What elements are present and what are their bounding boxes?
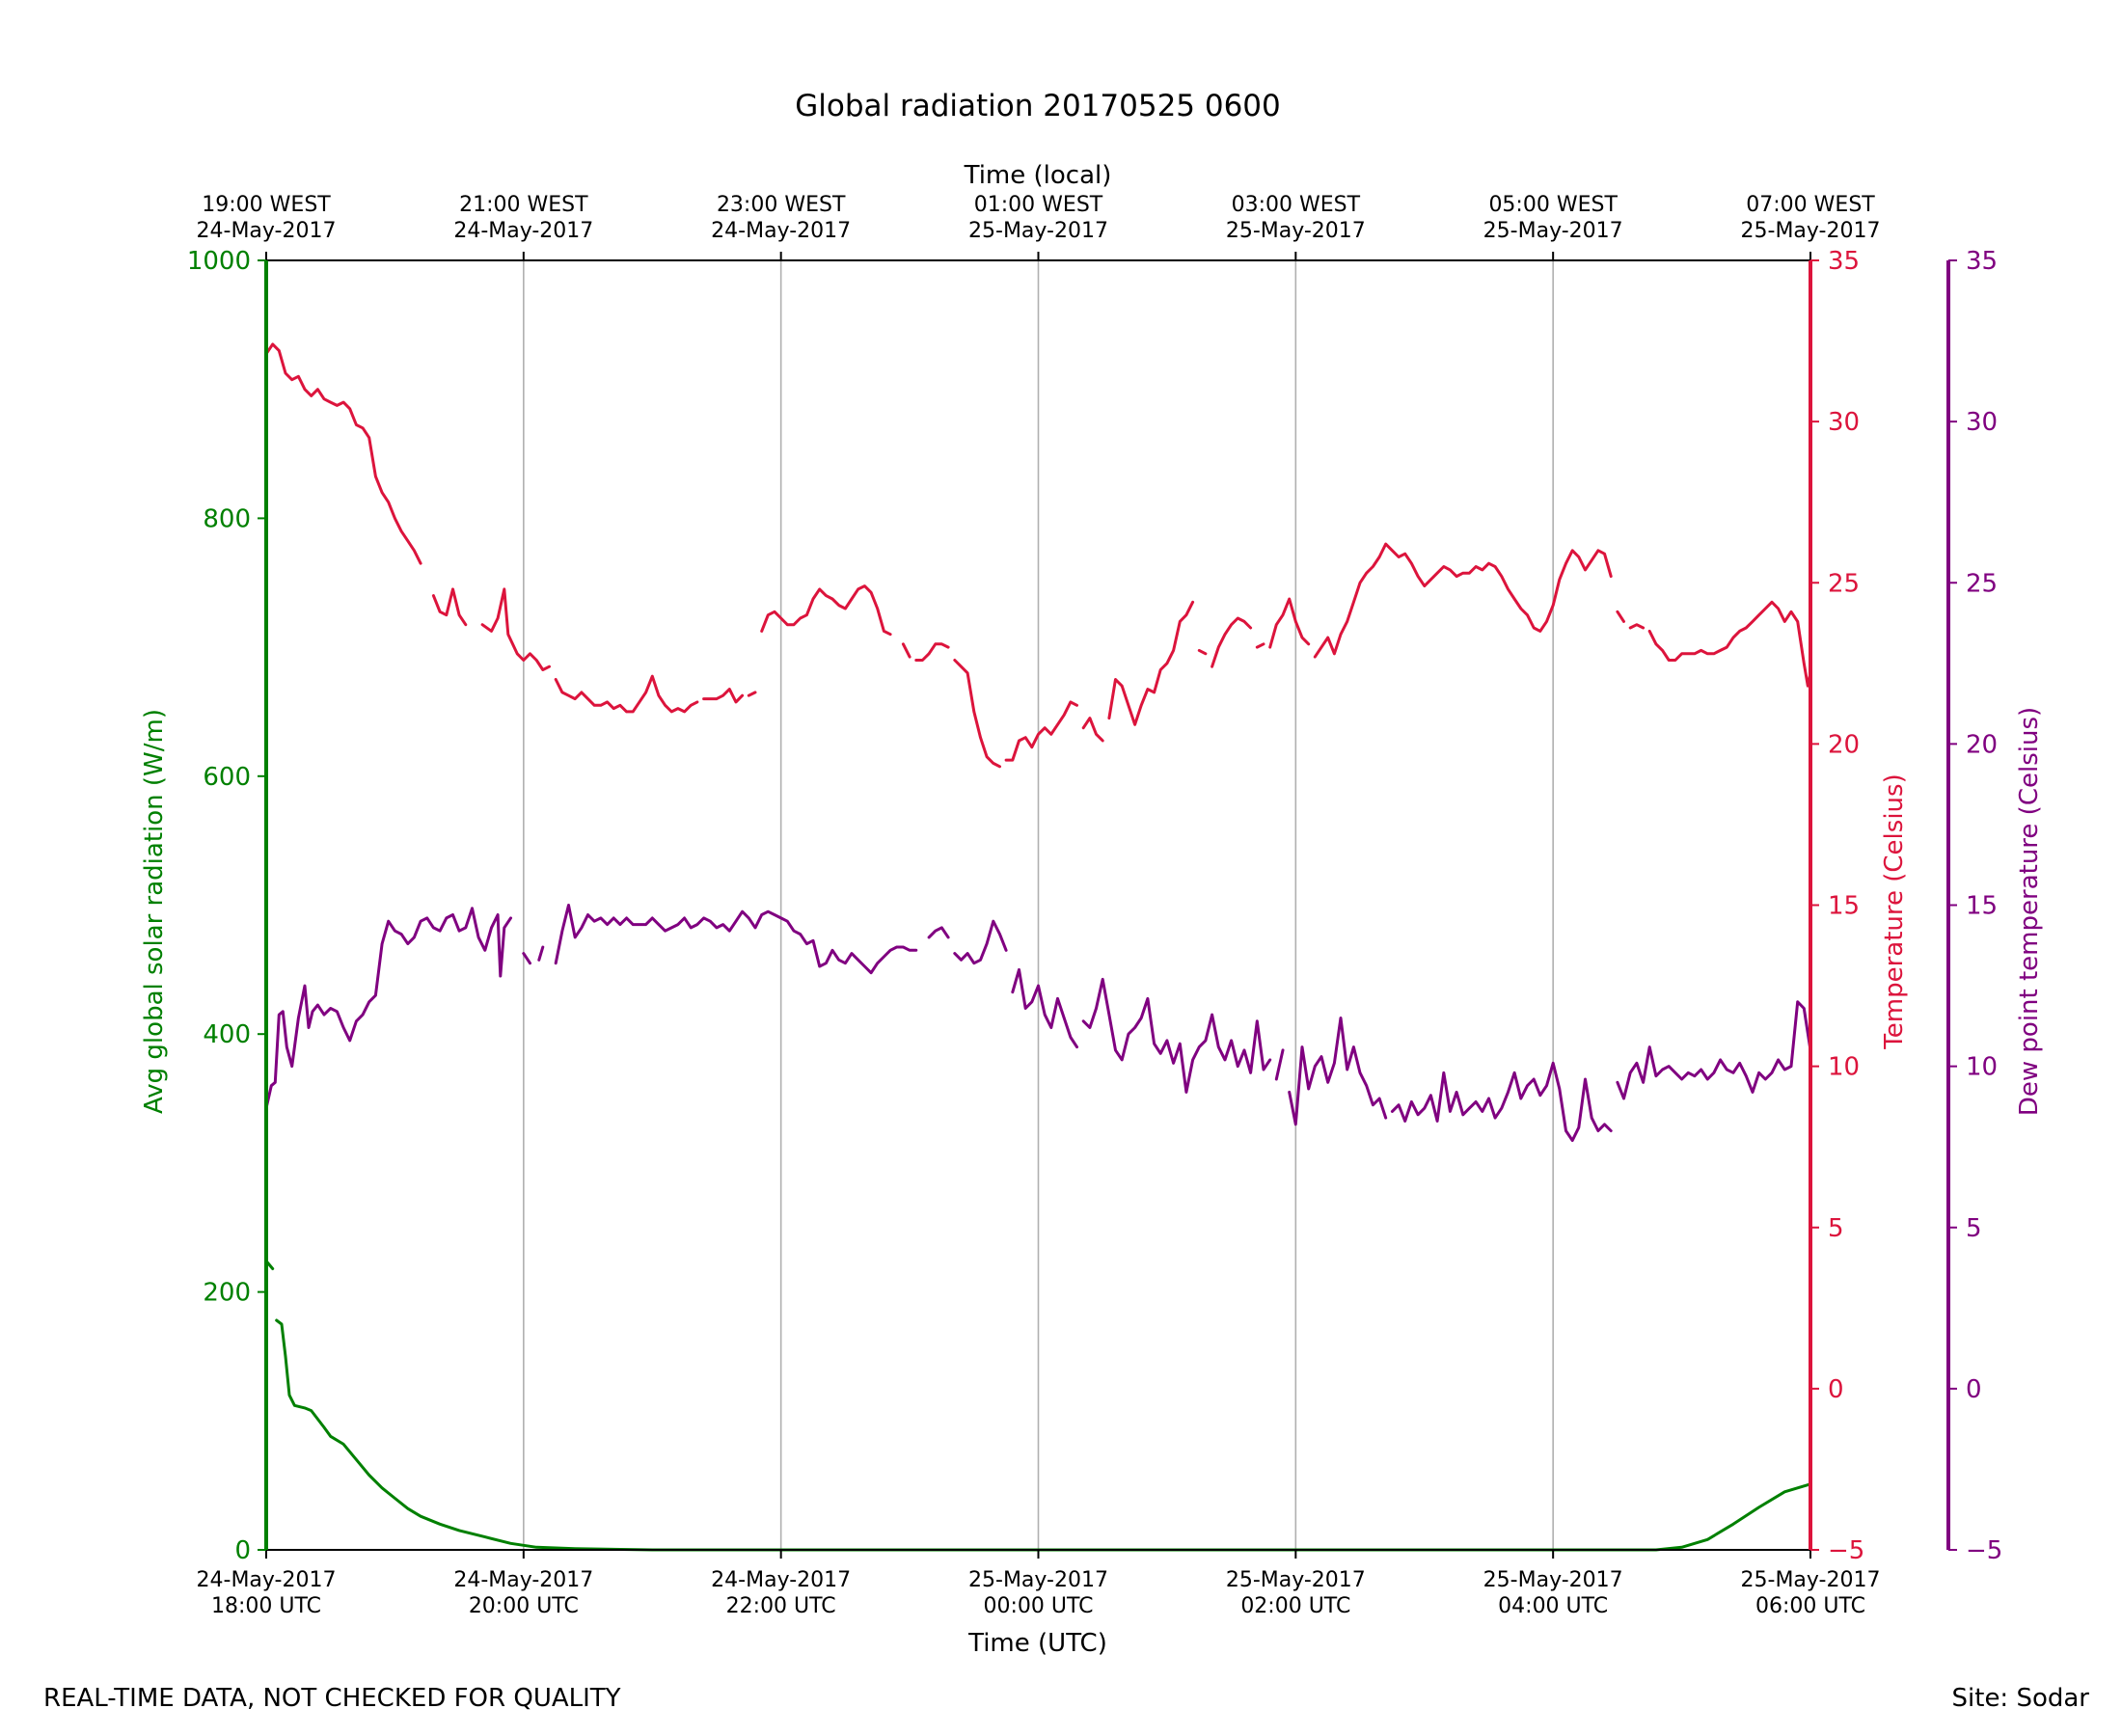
series-line-temperature bbox=[1255, 642, 1265, 649]
x-tick-label-bottom: 25-May-2017 bbox=[1226, 1568, 1366, 1592]
series-line-dewpoint bbox=[554, 904, 918, 975]
x-tick-label-bottom: 24-May-2017 bbox=[453, 1568, 593, 1592]
x-tick-label-bottom: 25-May-2017 bbox=[1483, 1568, 1623, 1592]
series-line-dewpoint bbox=[1274, 1048, 1285, 1081]
series-line-dewpoint bbox=[1081, 977, 1272, 1094]
series-line-dewpoint bbox=[1011, 967, 1078, 1049]
x-tick-label-bottom: 24-May-2017 bbox=[711, 1568, 851, 1592]
site-label: Site: Sodar bbox=[1952, 1684, 2090, 1713]
temperature-tick-label: 15 bbox=[1828, 892, 1860, 921]
radiation-tick-label: 800 bbox=[203, 504, 251, 533]
dewpoint-tick-label: 25 bbox=[1966, 569, 1998, 598]
grid-lines bbox=[523, 260, 1554, 1550]
disclaimer-text: REAL-TIME DATA, NOT CHECKED FOR QUALITY bbox=[43, 1684, 621, 1713]
x-tick-label-top: 19:00 WEST bbox=[202, 193, 331, 217]
series-line-dewpoint bbox=[1616, 1000, 1812, 1100]
dewpoint-tick-label: 10 bbox=[1966, 1053, 1998, 1082]
series-line-temperature bbox=[914, 642, 950, 662]
x-tick-label-top: 03:00 WEST bbox=[1232, 193, 1361, 217]
x-tick-label-top: 07:00 WEST bbox=[1746, 193, 1875, 217]
series-line-dewpoint bbox=[1390, 1061, 1613, 1142]
series-line-temperature bbox=[760, 584, 892, 637]
radiation-tick-label: 0 bbox=[234, 1536, 251, 1565]
radiation-tick-label: 1000 bbox=[187, 247, 251, 276]
series-line-temperature bbox=[1081, 717, 1104, 743]
series-line-temperature bbox=[264, 342, 422, 565]
x-tick-label-top: 23:00 WEST bbox=[717, 193, 846, 217]
series-line-dewpoint bbox=[537, 945, 545, 962]
x-tick-label-bottom: 18:00 UTC bbox=[211, 1594, 321, 1618]
x-tick-label-bottom: 00:00 UTC bbox=[983, 1594, 1093, 1618]
series-line-temperature bbox=[702, 688, 745, 704]
temperature-tick-label: 0 bbox=[1828, 1375, 1844, 1404]
dewpoint-tick-label: 35 bbox=[1966, 247, 1998, 276]
series-line-dewpoint bbox=[927, 926, 950, 939]
dewpoint-axis-label: Dew point temperature (Celsius) bbox=[2015, 707, 2044, 1116]
x-tick-label-bottom: 04:00 UTC bbox=[1498, 1594, 1608, 1618]
temperature-tick-label: 5 bbox=[1828, 1214, 1844, 1243]
series-line-temperature bbox=[1616, 610, 1625, 623]
x-tick-label-top: 25-May-2017 bbox=[968, 219, 1108, 243]
temperature-tick-label: 30 bbox=[1828, 408, 1860, 437]
temperature-tick-label: 20 bbox=[1828, 730, 1860, 759]
x-tick-label-top: 01:00 WEST bbox=[974, 193, 1103, 217]
series-line-temperature bbox=[747, 691, 757, 697]
x-tick-label-bottom: 20:00 UTC bbox=[469, 1594, 579, 1618]
x-tick-label-bottom: 25-May-2017 bbox=[1741, 1568, 1881, 1592]
dewpoint-tick-label: 30 bbox=[1966, 408, 1998, 437]
x-tick-label-top: 25-May-2017 bbox=[1741, 219, 1881, 243]
x-tick-label-top: 25-May-2017 bbox=[1226, 219, 1366, 243]
x-tick-label-top: 21:00 WEST bbox=[459, 193, 588, 217]
top-axis-label: Time (local) bbox=[964, 161, 1112, 190]
series-line-temperature bbox=[1197, 648, 1208, 656]
x-tick-label-bottom: 02:00 UTC bbox=[1240, 1594, 1350, 1618]
dewpoint-tick-label: −5 bbox=[1966, 1536, 2002, 1565]
series-line-temperature bbox=[1313, 542, 1613, 659]
series-line-temperature bbox=[1211, 616, 1253, 668]
series-line-temperature bbox=[431, 587, 468, 627]
x-tick-label-bottom: 24-May-2017 bbox=[197, 1568, 337, 1592]
temperature-tick-label: −5 bbox=[1828, 1536, 1864, 1565]
dewpoint-tick-label: 0 bbox=[1966, 1375, 1982, 1404]
radiation-tick-label: 200 bbox=[203, 1279, 251, 1308]
series-line-temperature bbox=[1107, 600, 1195, 726]
series-line-temperature bbox=[901, 642, 911, 659]
series-line-dewpoint bbox=[953, 919, 1008, 965]
series-line-dewpoint bbox=[522, 952, 531, 965]
x-tick-label-top: 24-May-2017 bbox=[197, 219, 337, 243]
series-line-temperature bbox=[1647, 600, 1812, 688]
dewpoint-tick-label: 20 bbox=[1966, 730, 1998, 759]
x-tick-label-bottom: 22:00 UTC bbox=[726, 1594, 836, 1618]
x-tick-label-top: 24-May-2017 bbox=[453, 219, 593, 243]
chart-title: Global radiation 20170525 0600 bbox=[795, 89, 1281, 123]
temperature-tick-label: 35 bbox=[1828, 247, 1860, 276]
temperature-axis-label: Temperature (Celsius) bbox=[1880, 773, 1909, 1049]
series-line-temperature bbox=[480, 587, 551, 671]
x-tick-label-bottom: 25-May-2017 bbox=[968, 1568, 1108, 1592]
series-line-dewpoint bbox=[264, 907, 512, 1110]
dewpoint-tick-label: 15 bbox=[1966, 892, 1998, 921]
series-line-temperature bbox=[953, 659, 1001, 769]
left-axis-label: Avg global solar radiation (W/m) bbox=[140, 709, 169, 1114]
dewpoint-tick-label: 5 bbox=[1966, 1214, 1982, 1243]
series-line-temperature bbox=[1628, 623, 1646, 630]
series-line-temperature bbox=[1268, 597, 1311, 649]
series-line-dewpoint bbox=[1288, 1017, 1388, 1126]
temperature-tick-label: 25 bbox=[1828, 569, 1860, 598]
bottom-axis-label: Time (UTC) bbox=[967, 1629, 1107, 1658]
x-tick-label-bottom: 06:00 UTC bbox=[1755, 1594, 1865, 1618]
radiation-tick-label: 600 bbox=[203, 763, 251, 792]
series-line-temperature bbox=[554, 674, 699, 714]
x-tick-label-top: 05:00 WEST bbox=[1488, 193, 1618, 217]
x-tick-label-top: 24-May-2017 bbox=[711, 219, 851, 243]
x-tick-label-top: 25-May-2017 bbox=[1483, 219, 1623, 243]
radiation-tick-label: 400 bbox=[203, 1020, 251, 1049]
temperature-tick-label: 10 bbox=[1828, 1053, 1860, 1082]
series-line-temperature bbox=[1004, 700, 1078, 762]
